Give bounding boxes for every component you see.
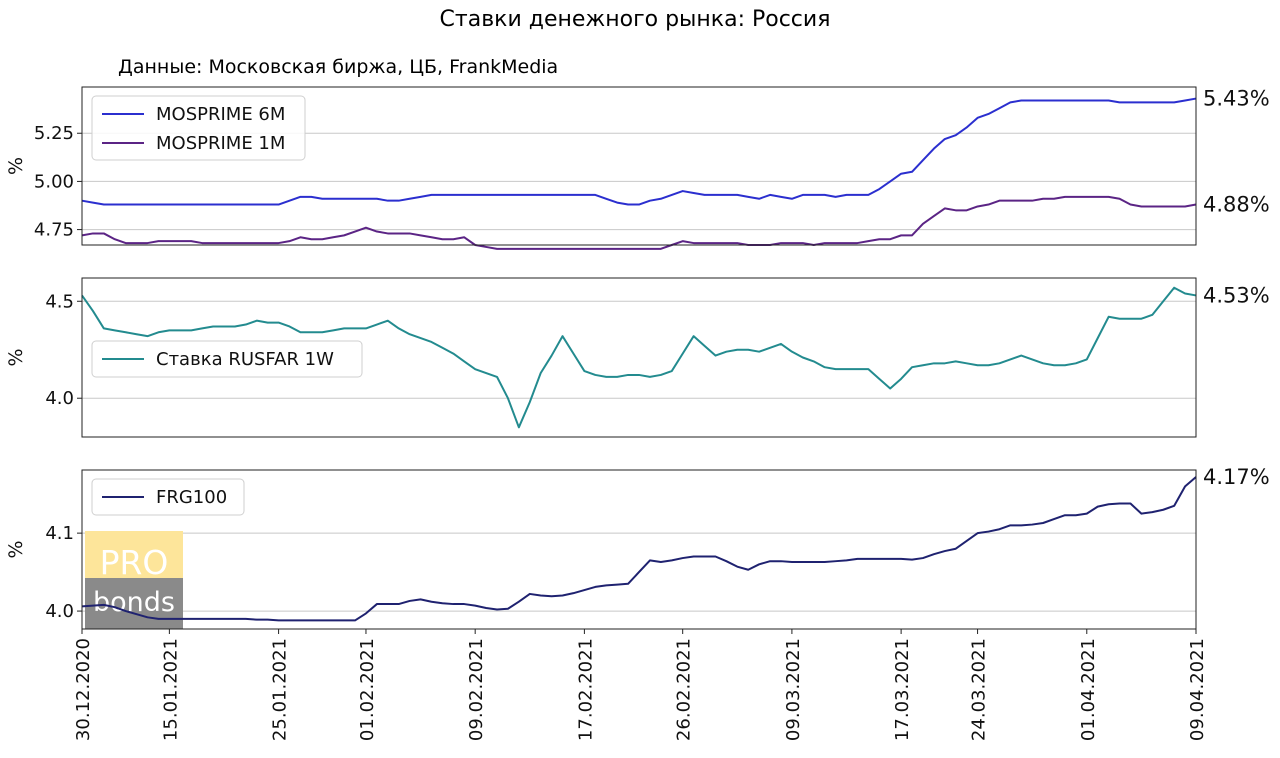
x-tick-label: 26.02.2021 — [674, 638, 695, 741]
series-line-1-1 — [81, 97, 1197, 206]
legend: Ставка RUSFAR 1W — [91, 340, 363, 378]
end-value-label: 4.88% — [1203, 193, 1270, 217]
y-tick-label: 5.25 — [34, 123, 74, 144]
x-tick-label: 01.04.2021 — [1078, 638, 1099, 741]
legend-entry: MOSPRIME 1M — [156, 133, 285, 154]
panel-2: 4.0 4.5% 4.53% Ставка RUSFAR 1W — [5, 277, 1270, 438]
x-tick-label: 17.03.2021 — [892, 638, 913, 741]
series-line-3-1 — [81, 476, 1197, 622]
y-tick-label: 5.00 — [34, 171, 74, 192]
panel-1: 4.755.005.25%5.43%4.88%MOSPRIME 6MMOSPRI… — [5, 86, 1270, 250]
y-tick-label: 4.0 — [45, 388, 74, 409]
chart-panels: 4.755.005.25%5.43%4.88%MOSPRIME 6MMOSPRI… — [5, 86, 1270, 630]
series-line-1-2 — [81, 195, 1197, 250]
logo-bottom-block — [85, 578, 183, 629]
end-value-label: 4.53% — [1203, 283, 1270, 307]
legend-entry: MOSPRIME 6M — [156, 104, 285, 125]
legend-entry: FRG100 — [156, 487, 227, 508]
panel-frame — [81, 86, 1197, 246]
end-value-label: 4.17% — [1203, 465, 1270, 489]
x-tick-label: 01.02.2021 — [357, 638, 378, 741]
x-tick-label: 17.02.2021 — [575, 638, 596, 741]
chart-subtitle: Данные: Московская биржа, ЦБ, FrankMedia — [118, 56, 558, 78]
y-tick-label: 4.75 — [34, 220, 74, 241]
x-tick-label: 30.12.2020 — [73, 638, 94, 741]
chart-title: Ставки денежного рынка: Россия — [440, 7, 831, 32]
legend-entry: Ставка RUSFAR 1W — [156, 349, 334, 370]
x-tick-label: 15.01.2021 — [160, 638, 181, 741]
panel-frame — [81, 277, 1197, 438]
x-tick-label: 24.03.2021 — [969, 638, 990, 741]
series-line-2-1 — [81, 286, 1197, 429]
legend-box — [91, 340, 363, 378]
y-tick-label: 4.5 — [45, 291, 74, 312]
legend-box — [91, 478, 245, 516]
legend: MOSPRIME 6M MOSPRIME 1M — [91, 95, 306, 161]
logo-top-block — [85, 531, 183, 578]
y-axis-label: % — [5, 157, 27, 175]
legend: FRG100 — [91, 478, 245, 516]
y-axis-label: % — [5, 540, 27, 558]
y-tick-label: 4.1 — [45, 523, 74, 544]
logo-text-top: PRO — [100, 543, 169, 582]
x-tick-label: 09.02.2021 — [466, 638, 487, 741]
end-value-label: 5.43% — [1203, 87, 1270, 111]
y-axis-label: % — [5, 348, 27, 366]
x-axis: 30.12.2020 15.01.2021 25.01.2021 01.02.2021… — [73, 629, 1208, 741]
x-tick-label: 09.04.2021 — [1187, 638, 1208, 741]
x-tick-label: 25.01.2021 — [270, 638, 291, 741]
legend-box — [91, 95, 306, 161]
y-tick-label: 4.0 — [45, 601, 74, 622]
panel-frame — [81, 469, 1197, 630]
x-tick-label: 09.03.2021 — [783, 638, 804, 741]
